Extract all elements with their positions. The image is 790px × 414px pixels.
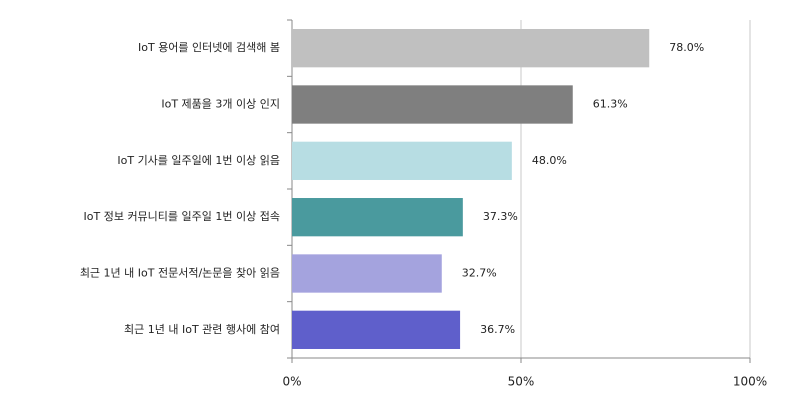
bar	[292, 29, 650, 68]
y-tick-label: IoT 정보 커뮤니티를 일주일 1번 이상 접속	[84, 209, 280, 223]
y-tick-label: IoT 용어를 인터넷에 검색해 봄	[138, 40, 280, 54]
bar	[292, 85, 573, 124]
value-label: 32.7%	[462, 267, 497, 280]
value-label: 78.0%	[669, 41, 704, 54]
y-tick-label: IoT 제품을 3개 이상 인지	[161, 98, 280, 111]
value-label: 36.7%	[480, 323, 515, 336]
value-label: 37.3%	[483, 210, 518, 223]
value-label: 61.3%	[593, 98, 628, 111]
y-tick-label: 최근 1년 내 IoT 관련 행사에 참여	[124, 323, 280, 336]
y-tick-label: IoT 기사를 일주일에 1번 이상 읽음	[117, 153, 280, 167]
bar	[292, 141, 512, 180]
y-tick-label: 최근 1년 내 IoT 전문서적/논문을 찾아 읽음	[80, 267, 280, 280]
x-tick-label: 100%	[733, 375, 767, 389]
bar	[292, 310, 461, 349]
bar	[292, 254, 442, 293]
x-tick-label: 0%	[282, 375, 301, 389]
bar	[292, 198, 463, 237]
value-label: 48.0%	[532, 154, 567, 167]
x-tick-label: 50%	[508, 375, 535, 389]
